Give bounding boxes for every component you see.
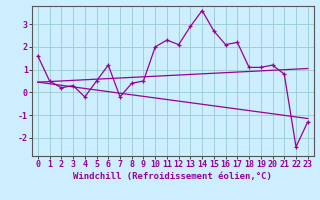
X-axis label: Windchill (Refroidissement éolien,°C): Windchill (Refroidissement éolien,°C) <box>73 172 272 181</box>
